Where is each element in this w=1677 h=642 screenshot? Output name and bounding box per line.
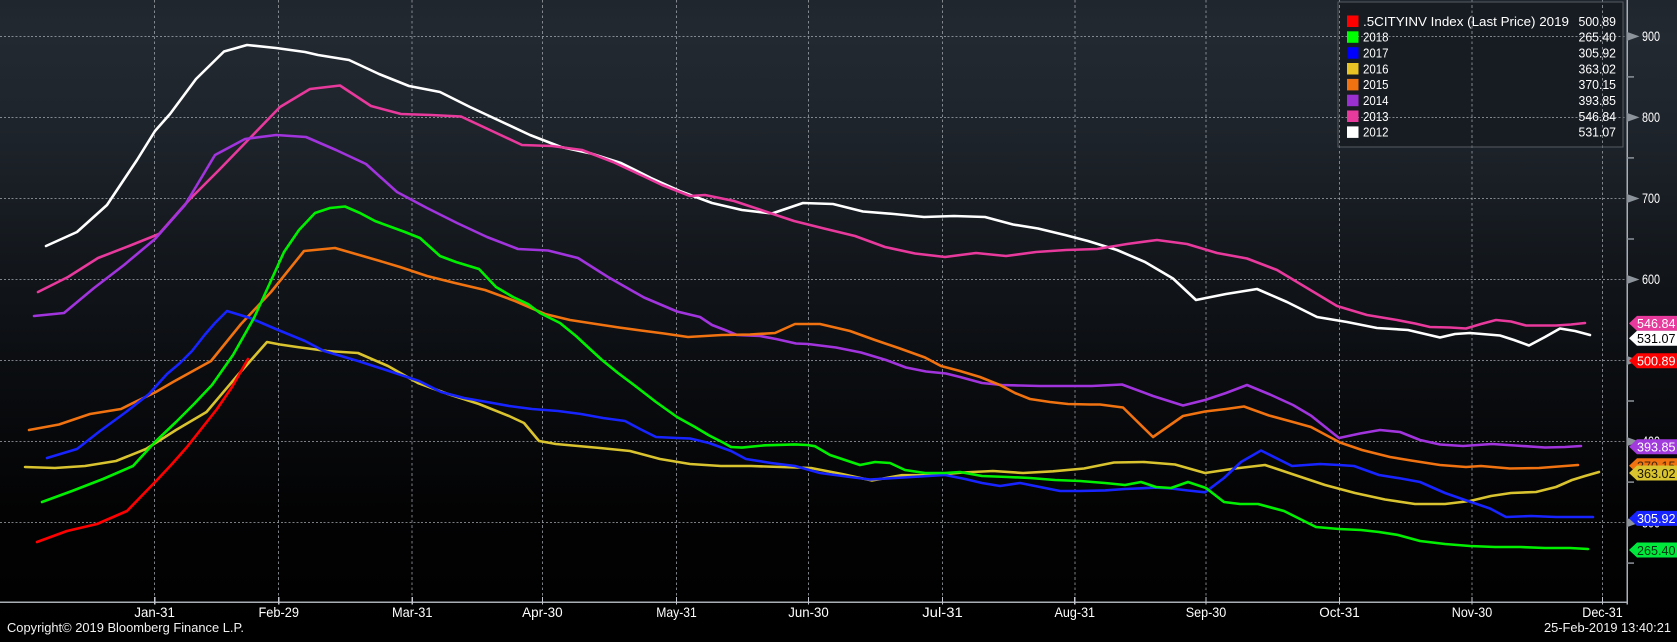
svg-text:2017: 2017 [1363, 46, 1389, 61]
svg-text:546.84: 546.84 [1579, 109, 1617, 124]
svg-text:600: 600 [1642, 271, 1660, 287]
svg-text:546.84: 546.84 [1637, 316, 1676, 331]
svg-text:2016: 2016 [1363, 61, 1389, 76]
svg-text:2013: 2013 [1363, 109, 1389, 124]
svg-text:363.02: 363.02 [1637, 466, 1676, 481]
svg-text:Mar-31: Mar-31 [392, 604, 433, 620]
svg-text:Oct-31: Oct-31 [1319, 604, 1360, 620]
svg-text:363.02: 363.02 [1579, 61, 1617, 76]
svg-text:May-31: May-31 [656, 604, 697, 620]
svg-text:Jul-31: Jul-31 [922, 604, 963, 620]
svg-text:305.92: 305.92 [1579, 46, 1617, 61]
svg-text:Jun-30: Jun-30 [788, 604, 829, 620]
svg-text:Aug-31: Aug-31 [1055, 604, 1096, 620]
svg-text:500.89: 500.89 [1579, 14, 1617, 29]
svg-text:2012: 2012 [1363, 125, 1389, 140]
svg-text:800: 800 [1642, 109, 1660, 125]
svg-text:393.85: 393.85 [1637, 440, 1676, 455]
svg-text:305.92: 305.92 [1637, 511, 1676, 526]
svg-text:2014: 2014 [1363, 93, 1389, 108]
svg-text:531.07: 531.07 [1579, 125, 1617, 140]
svg-text:700: 700 [1642, 190, 1660, 206]
svg-text:265.40: 265.40 [1637, 543, 1676, 558]
svg-text:2015: 2015 [1363, 77, 1389, 92]
svg-text:500.89: 500.89 [1637, 354, 1676, 369]
svg-text:.5CITYINV Index (Last Price) 2: .5CITYINV Index (Last Price) 2019 [1363, 14, 1569, 29]
svg-text:393.85: 393.85 [1579, 93, 1617, 108]
svg-text:Nov-30: Nov-30 [1452, 604, 1493, 620]
svg-text:2018: 2018 [1363, 30, 1389, 45]
svg-text:Sep-30: Sep-30 [1186, 604, 1227, 620]
svg-text:900: 900 [1642, 28, 1660, 44]
svg-text:Copyright© 2019 Bloomberg Fina: Copyright© 2019 Bloomberg Finance L.P. [7, 620, 244, 635]
svg-text:265.40: 265.40 [1579, 30, 1617, 45]
svg-text:370.15: 370.15 [1579, 77, 1617, 92]
svg-text:Apr-30: Apr-30 [522, 604, 563, 620]
svg-text:25-Feb-2019 13:40:21: 25-Feb-2019 13:40:21 [1544, 620, 1671, 635]
svg-text:Jan-31: Jan-31 [134, 604, 175, 620]
svg-text:Feb-29: Feb-29 [258, 604, 299, 620]
svg-text:Dec-31: Dec-31 [1582, 604, 1623, 620]
svg-text:531.07: 531.07 [1637, 331, 1676, 346]
